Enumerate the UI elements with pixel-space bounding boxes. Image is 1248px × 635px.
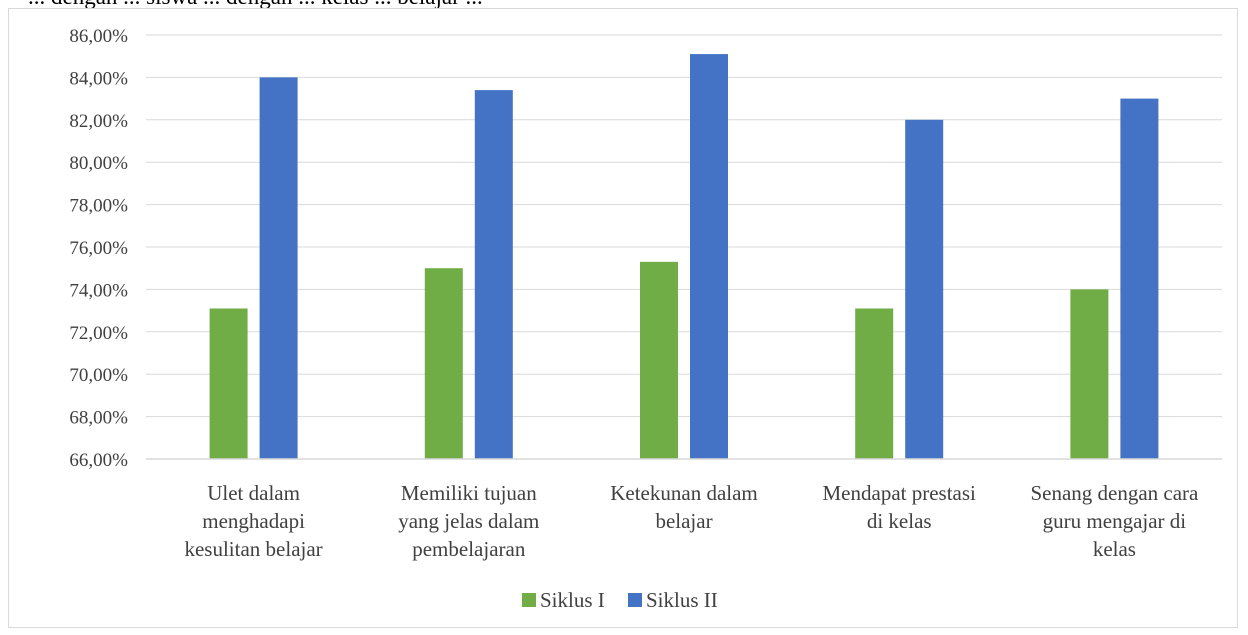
x-category-label: Memiliki tujuan yang jelas dalam pembelaja… — [398, 481, 539, 561]
x-category-label-line: belajar — [655, 509, 712, 533]
cropped-caption-text: ... dengan ... siswa ... dengan ... kela… — [28, 0, 483, 10]
chart-area — [8, 8, 1238, 628]
y-axis-tick-labels: 66,00% 68,00% 70,00% 72,00% 74,00% 76,00% 78,0… — [69, 26, 128, 471]
legend: Siklus I Siklus II — [522, 588, 718, 612]
bar-siklus-ii — [474, 90, 513, 460]
y-tick-label: 82,00% — [69, 111, 128, 132]
x-category-label-line: Senang dengan cara — [1030, 481, 1199, 505]
y-tick-label: 74,00% — [69, 280, 128, 301]
y-tick-label: 68,00% — [69, 408, 128, 429]
bar-siklus-i — [855, 308, 894, 459]
x-category-label: Ketekunan dalam belajar — [610, 481, 758, 533]
x-category-label-line: kesulitan belajar — [184, 537, 322, 561]
x-category-label-line: di kelas — [867, 509, 932, 533]
legend-swatch — [522, 593, 536, 607]
x-category-label-line: pembelajaran — [412, 537, 526, 561]
bar-siklus-i — [424, 268, 463, 459]
x-category-label-line: Ketekunan dalam — [610, 481, 758, 505]
bar-siklus-ii — [905, 119, 944, 460]
x-category-label: Senang dengan cara guru mengajar di kelas — [1030, 481, 1199, 561]
y-tick-label: 84,00% — [69, 68, 128, 89]
x-category-label-line: Mendapat prestasi — [823, 481, 977, 505]
legend-swatch — [628, 593, 642, 607]
legend-entry-label: Siklus I — [540, 588, 605, 612]
legend-entry-label: Siklus II — [646, 588, 718, 612]
y-tick-label: 72,00% — [69, 323, 128, 344]
x-category-label-line: kelas — [1093, 537, 1136, 561]
x-category-label: Ulet dalam menghadapi kesulitan belajar — [184, 481, 322, 561]
gridlines — [146, 34, 1222, 418]
x-category-label-line: yang jelas dalam — [398, 509, 539, 533]
bar-siklus-ii — [1120, 98, 1159, 459]
y-tick-label: 80,00% — [69, 153, 128, 174]
y-tick-label: 66,00% — [69, 450, 128, 471]
y-tick-label: 70,00% — [69, 365, 128, 386]
bars — [209, 54, 1159, 460]
y-tick-label: 86,00% — [69, 26, 128, 47]
bar-siklus-i — [640, 261, 678, 459]
x-category-label-line: guru mengajar di — [1043, 509, 1187, 533]
bar-siklus-ii — [690, 54, 728, 459]
bar-siklus-i — [209, 308, 248, 459]
bar-siklus-i — [1070, 289, 1109, 459]
x-category-label-line: Memiliki tujuan — [401, 481, 537, 505]
x-category-label-line: menghadapi — [202, 509, 305, 533]
bar-siklus-ii — [259, 77, 298, 460]
x-category-label: Mendapat prestasi di kelas — [823, 481, 977, 533]
y-tick-label: 76,00% — [69, 238, 128, 259]
y-tick-label: 78,00% — [69, 196, 128, 217]
x-category-label-line: Ulet dalam — [207, 481, 300, 505]
x-axis-category-labels: Ulet dalam menghadapi kesulitan belajar Mem… — [184, 481, 1199, 561]
